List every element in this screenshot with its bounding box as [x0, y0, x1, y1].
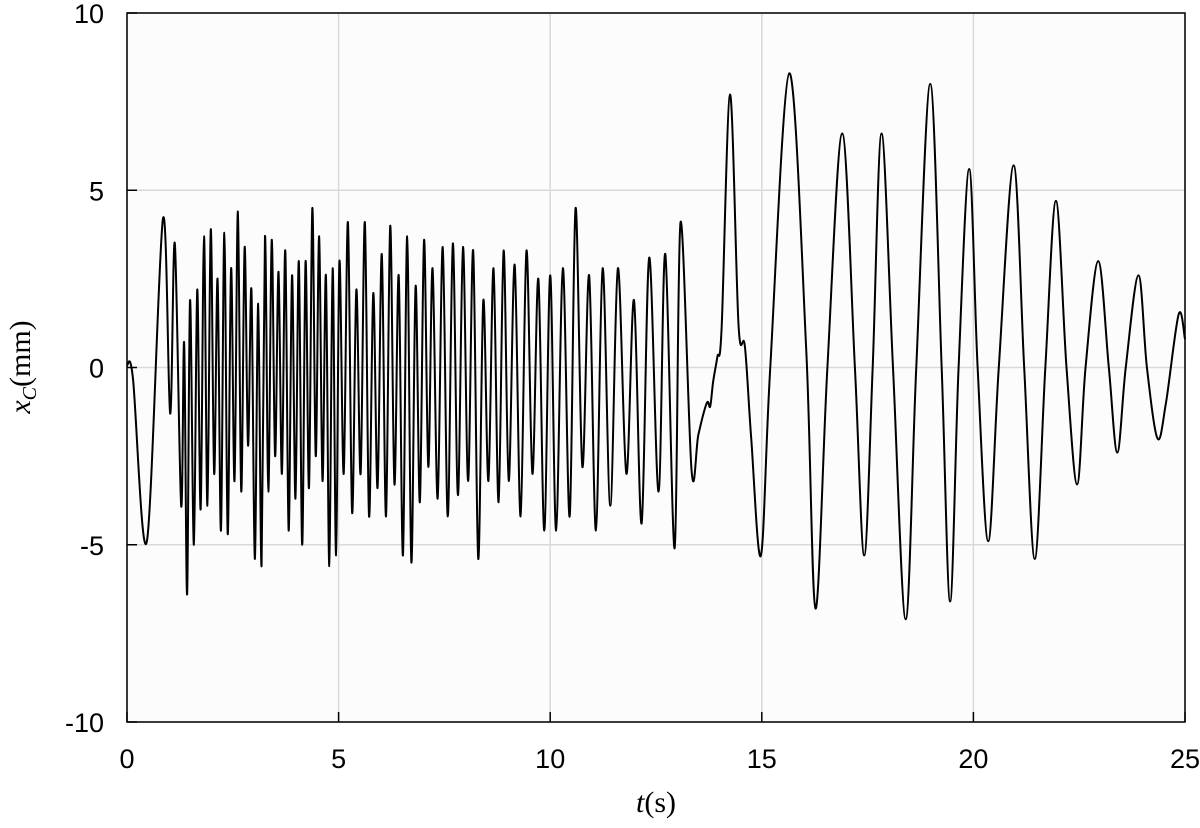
y-tick-label: -10 — [65, 708, 104, 738]
x-tick-label: 10 — [535, 744, 565, 774]
x-label-base: t — [636, 786, 645, 819]
x-axis-label: t(s) — [636, 786, 676, 819]
y-tick-label: -5 — [80, 531, 104, 561]
x-label-rest: (s) — [644, 786, 676, 819]
x-tick-label: 20 — [958, 744, 988, 774]
series-line — [126, 72, 1186, 621]
y-tick-label: 10 — [74, 0, 104, 29]
y-label-rest: (mm) — [4, 320, 37, 387]
y-axis-label: xC(mm) — [4, 320, 41, 414]
y-tick-label: 5 — [89, 176, 104, 206]
x-tick-label: 0 — [119, 744, 134, 774]
series — [126, 72, 1186, 621]
y-tick-label: 0 — [89, 354, 104, 384]
y-label-subscript: C — [19, 386, 41, 400]
y-label-base: x — [4, 400, 37, 415]
x-tick-label: 15 — [747, 744, 777, 774]
x-tick-label: 5 — [331, 744, 346, 774]
x-tick-label: 25 — [1170, 744, 1200, 774]
ticks: 0 5 10 15 20 25 -10 -5 0 5 10 — [65, 0, 1200, 774]
